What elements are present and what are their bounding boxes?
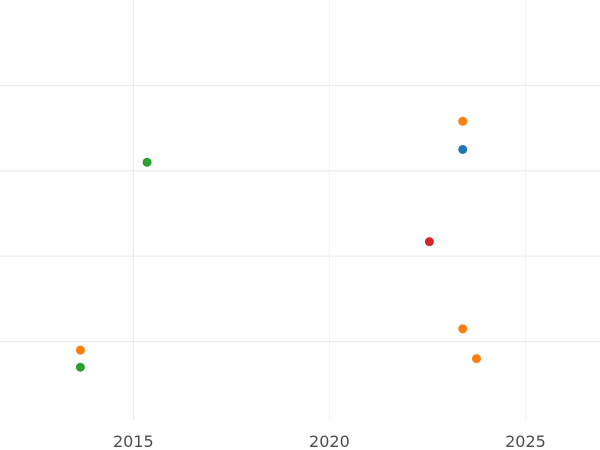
data-point-5 bbox=[471, 354, 481, 364]
data-point-2 bbox=[458, 144, 468, 154]
data-point-7 bbox=[75, 362, 85, 372]
data-points bbox=[75, 116, 481, 372]
x-axis-tick-labels: 2015 2020 2025 bbox=[113, 432, 546, 450]
x-tick-label-2: 2025 bbox=[505, 432, 546, 450]
data-point-1 bbox=[458, 116, 468, 126]
x-tick-label-1: 2020 bbox=[309, 432, 350, 450]
data-point-6 bbox=[75, 345, 85, 355]
data-point-3 bbox=[424, 237, 434, 247]
x-tick-label-0: 2015 bbox=[113, 432, 154, 450]
data-point-4 bbox=[458, 324, 468, 334]
data-point-0 bbox=[142, 157, 152, 167]
plot-background bbox=[0, 0, 600, 420]
grid-lines bbox=[0, 0, 600, 420]
